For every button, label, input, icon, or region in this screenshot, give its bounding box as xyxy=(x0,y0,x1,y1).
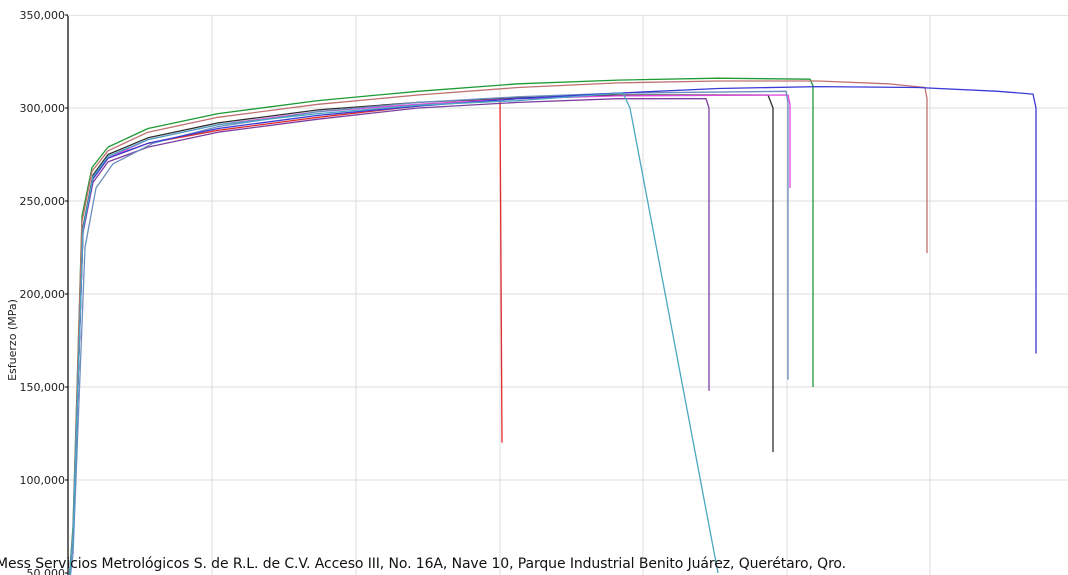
y-tick-label: 100,000 xyxy=(20,474,66,487)
company-footer: Mess Servicios Metrológicos S. de R.L. d… xyxy=(0,556,846,572)
grid xyxy=(68,15,1068,575)
y-tick-label: 250,000 xyxy=(20,195,66,208)
series-line-1 xyxy=(69,98,503,575)
y-tick-label: 150,000 xyxy=(20,381,66,394)
series-line-4 xyxy=(69,94,791,575)
series-line-9 xyxy=(69,92,719,575)
series-line-3 xyxy=(69,94,774,575)
y-tick-label: 200,000 xyxy=(20,288,66,301)
y-tick-label: 300,000 xyxy=(20,102,66,115)
series-line-8 xyxy=(69,85,1037,575)
y-tick-label: 50,000 xyxy=(27,567,66,575)
axes xyxy=(67,15,1068,575)
y-axis-label: Esfuerzo (MPa) xyxy=(6,299,19,381)
series-line-7 xyxy=(68,80,928,575)
y-tick-label: 350,000 xyxy=(20,9,66,22)
y-tick-labels: 50,000 100,000 150,000 200,000 250,000 300,00… xyxy=(20,9,68,575)
series-group xyxy=(68,77,1037,575)
series-line-6 xyxy=(68,77,814,575)
series-line-2 xyxy=(69,98,710,575)
series-line-5 xyxy=(69,90,789,575)
